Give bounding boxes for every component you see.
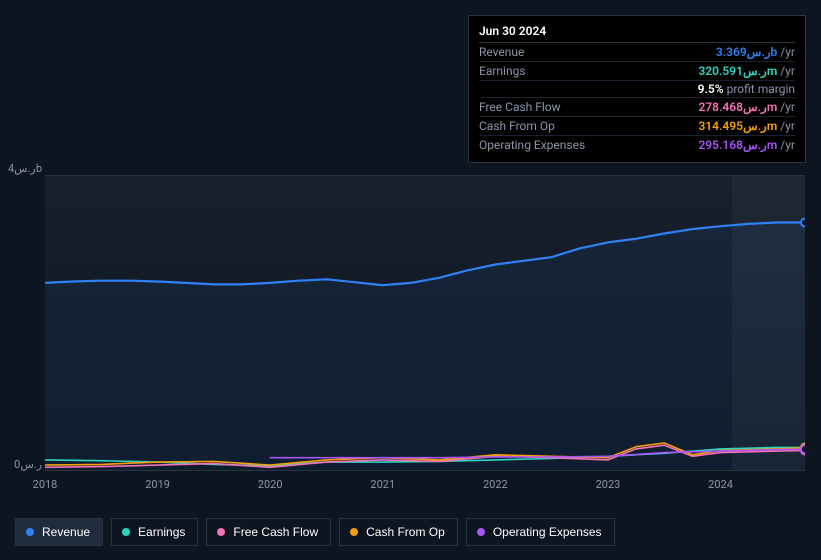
tooltip-row: Operating Expenses 295.168ر.سm/yr (479, 136, 795, 154)
x-axis-labels: 2018201920202021202220232024 (45, 478, 805, 496)
tooltip-row-value: 3.369ر.سb/yr (716, 45, 795, 59)
x-axis-label: 2024 (708, 478, 733, 491)
legend-item-revenue[interactable]: Revenue (15, 518, 103, 546)
tooltip-row-value: 314.495ر.سm/yr (698, 119, 795, 133)
legend: Revenue Earnings Free Cash Flow Cash From O… (15, 518, 615, 546)
x-axis-label: 2023 (596, 478, 621, 491)
chart-plot[interactable] (45, 175, 805, 470)
tooltip-row: Revenue 3.369ر.سb/yr (479, 43, 795, 62)
legend-label: Earnings (138, 525, 185, 539)
tooltip-row-label: Free Cash Flow (479, 100, 561, 114)
tooltip-row-label: Operating Expenses (479, 138, 585, 152)
tooltip-panel: Jun 30 2024 Revenue 3.369ر.سb/yr Earnings 3… (468, 15, 806, 163)
tooltip-row-label: Cash From Op (479, 119, 555, 133)
legend-swatch (217, 528, 225, 536)
legend-swatch (122, 528, 130, 536)
y-axis-max-label: ر.س4b (8, 162, 42, 175)
legend-item-earnings[interactable]: Earnings (111, 518, 198, 546)
legend-label: Free Cash Flow (233, 525, 318, 539)
tooltip-row-value: 295.168ر.سm/yr (698, 138, 795, 152)
y-axis-min-label: ر.س0 (14, 458, 42, 471)
tooltip-row-value: 320.591ر.سm/yr (698, 64, 795, 78)
legend-swatch (477, 528, 485, 536)
legend-label: Revenue (42, 525, 90, 539)
x-axis-label: 2021 (370, 478, 395, 491)
legend-item-free-cash-flow[interactable]: Free Cash Flow (206, 518, 331, 546)
x-axis-label: 2019 (145, 478, 170, 491)
tooltip-extra: 9.5% profit margin (479, 81, 795, 98)
legend-label: Cash From Op (366, 525, 445, 539)
tooltip-rows: Revenue 3.369ر.سb/yr Earnings 320.591ر.سm/y… (479, 43, 795, 154)
legend-item-cash-from-op[interactable]: Cash From Op (339, 518, 458, 546)
tooltip-date: Jun 30 2024 (479, 24, 795, 43)
legend-label: Operating Expenses (493, 525, 602, 539)
legend-swatch (26, 528, 34, 536)
legend-swatch (350, 528, 358, 536)
legend-item-operating-expenses[interactable]: Operating Expenses (466, 518, 615, 546)
tooltip-row: Free Cash Flow 278.468ر.سm/yr (479, 98, 795, 117)
x-axis-label: 2020 (258, 478, 283, 491)
x-axis-label: 2022 (483, 478, 508, 491)
tooltip-row: Cash From Op 314.495ر.سm/yr (479, 117, 795, 136)
x-axis-label: 2018 (33, 478, 58, 491)
tooltip-row-label: Earnings (479, 64, 526, 78)
tooltip-row: Earnings 320.591ر.سm/yr (479, 62, 795, 81)
tooltip-row-label: Revenue (479, 45, 524, 59)
chart-svg (45, 176, 805, 471)
tooltip-row-value: 278.468ر.سm/yr (698, 100, 795, 114)
chart-area: ر.س4b ر.س0 2018201920202021202220232024 (15, 160, 805, 500)
